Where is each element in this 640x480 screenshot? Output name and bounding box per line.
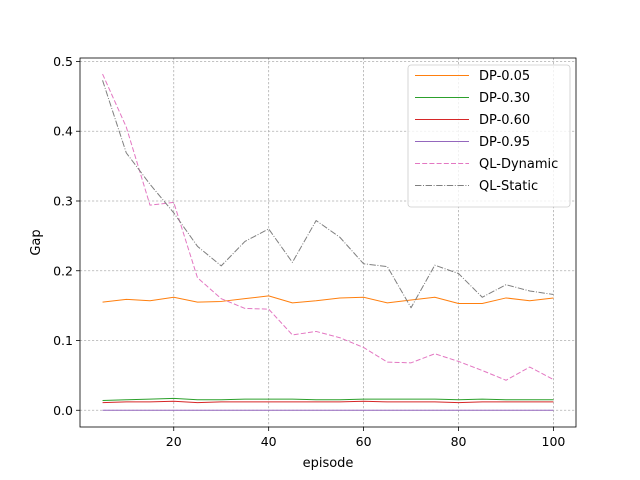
y-tick-label: 0.4 [53,124,73,139]
ticks: 20 40 60 80 100 0.0 0.1 0.2 0.3 0.4 0.5 [53,54,565,449]
y-tick-label: 0.0 [53,403,73,418]
legend-label: DP-0.30 [479,91,530,106]
legend-label: DP-0.60 [479,113,530,128]
x-tick-label: 60 [356,434,372,449]
series-line-dp-0-05 [102,295,554,305]
legend-box [407,64,571,208]
x-tick-label: 40 [261,434,277,449]
series-line-ql-static [102,80,554,309]
legend-label: DP-0.05 [479,69,530,84]
x-tick-label: 100 [542,434,566,449]
legend-label: DP-0.95 [479,135,530,150]
x-tick-label: 80 [451,434,467,449]
series-line-dp-0-30 [102,397,554,401]
plot-frame [79,57,577,428]
y-tick-label: 0.1 [53,333,73,348]
series-line-ql-dynamic [102,73,554,381]
y-axis-label: Gap [29,229,44,255]
series-line-dp-0-60 [102,400,554,404]
y-tick-label: 0.5 [53,54,73,69]
x-axis-label: episode [303,456,354,471]
y-tick-label: 0.3 [53,193,73,208]
legend-label: QL-Static [479,179,538,194]
x-tick-label: 20 [166,434,182,449]
y-tick-label: 0.2 [53,263,73,278]
legend: DP-0.05 DP-0.30 DP-0.60 DP-0.95 QL-Dynamic QL… [407,64,571,208]
series-lines [102,73,554,411]
legend-label: QL-Dynamic [479,157,558,172]
